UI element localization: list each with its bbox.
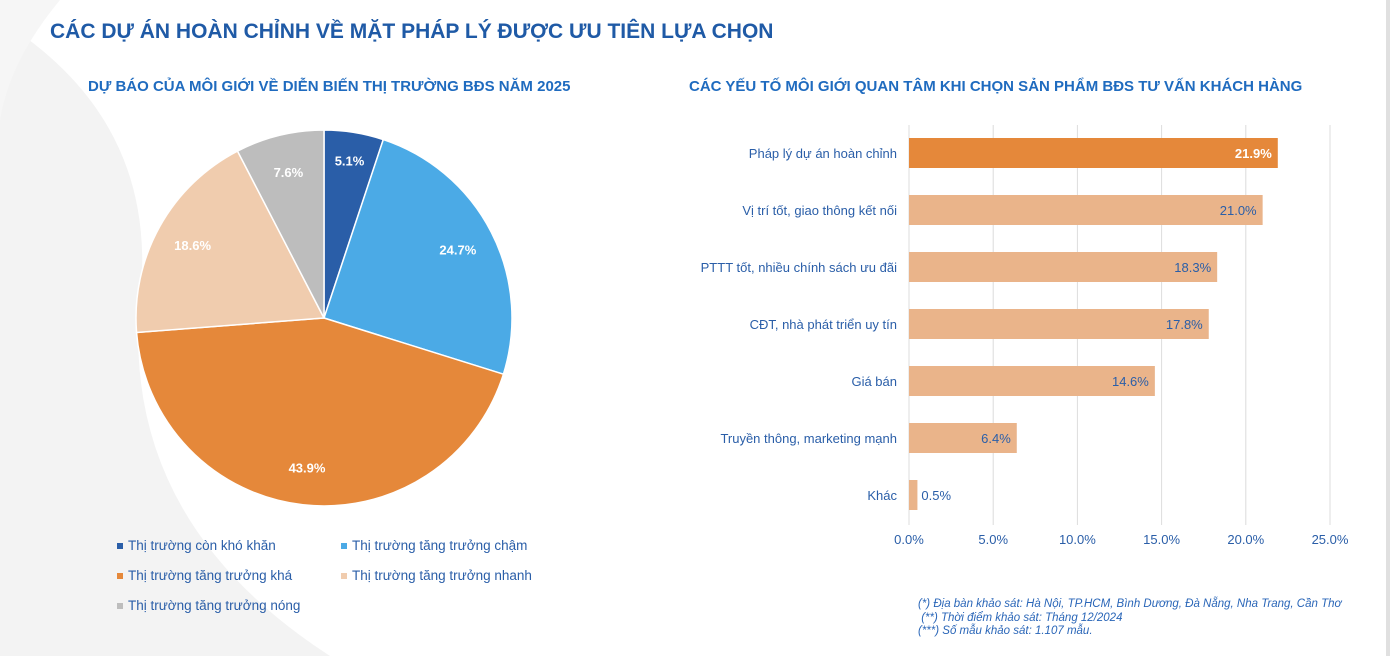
- x-tick-label: 5.0%: [978, 532, 1008, 547]
- legend-label: Thị trường tăng trưởng chậm: [352, 538, 528, 553]
- bar: [909, 195, 1263, 225]
- pie-slice: [323, 138, 513, 376]
- legend-item: Thị trường tăng trưởng chậm: [341, 538, 527, 553]
- scrollbar[interactable]: [1386, 0, 1390, 656]
- legend-swatch: [117, 572, 123, 579]
- category-label: Vị trí tốt, giao thông kết nối: [742, 203, 897, 218]
- bar: [909, 480, 918, 510]
- legend-item: Thị trường tăng trưởng khá: [117, 568, 292, 583]
- legend-swatch: [117, 602, 123, 609]
- legend-swatch: [117, 542, 123, 549]
- x-tick-label: 0.0%: [894, 532, 924, 547]
- pie-data-label: 5.1%: [335, 153, 365, 168]
- x-tick-label: 10.0%: [1059, 532, 1096, 547]
- pie-data-label: 24.7%: [439, 242, 476, 257]
- bar-value-label: 18.3%: [1174, 260, 1211, 275]
- legend-label: Thị trường còn khó khăn: [128, 538, 276, 553]
- legend-item: Thị trường còn khó khăn: [117, 538, 276, 553]
- bar-value-label: 6.4%: [981, 431, 1011, 446]
- bar: [909, 366, 1155, 396]
- category-label: CĐT, nhà phát triển uy tín: [750, 317, 897, 332]
- x-tick-label: 20.0%: [1227, 532, 1264, 547]
- note-location: (*) Địa bàn khảo sát: Hà Nội, TP.HCM, Bì…: [918, 598, 1342, 610]
- bar: [909, 138, 1278, 168]
- background-decoration: [0, 0, 330, 656]
- bar: [909, 423, 1017, 453]
- bar: [909, 252, 1218, 282]
- legend-label: Thị trường tăng trưởng khá: [128, 568, 293, 583]
- legend-label: Thị trường tăng trưởng nóng: [128, 598, 301, 613]
- bar-value-label: 14.6%: [1112, 374, 1149, 389]
- pie-slice: [236, 129, 325, 319]
- page-title: CÁC DỰ ÁN HOÀN CHỈNH VỀ MẶT PHÁP LÝ ĐƯỢC…: [50, 20, 774, 43]
- legend-item: Thị trường tăng trưởng nóng: [117, 598, 300, 613]
- pie-slice: [135, 150, 326, 334]
- pie-chart: 5.1% 24.7% 43.9% 18.6% 7.6%: [135, 129, 513, 507]
- bar-chart: 0.0% 5.0% 10.0% 15.0% 20.0% 25.0% Pháp lý dự á…: [701, 125, 1349, 547]
- note-sample: (***) Số mẫu khảo sát: 1.107 mẫu.: [918, 625, 1093, 637]
- category-label: Pháp lý dự án hoàn chỉnh: [749, 146, 897, 161]
- category-label: PTTT tốt, nhiều chính sách ưu đãi: [701, 260, 897, 275]
- category-label: Giá bán: [851, 374, 897, 389]
- legend-item: Thị trường tăng trưởng nhanh: [341, 568, 532, 583]
- note-time: (**) Thời điểm khảo sát: Tháng 12/2024: [918, 611, 1123, 624]
- bar-value-label: 21.9%: [1235, 146, 1272, 161]
- bar-chart-title: CÁC YẾU TỐ MÔI GIỚI QUAN TÂM KHI CHỌN SẢ…: [689, 78, 1303, 95]
- pie-data-label: 43.9%: [289, 460, 326, 475]
- legend-label: Thị trường tăng trưởng nhanh: [352, 568, 532, 583]
- category-label: Khác: [867, 488, 897, 503]
- pie-slice: [135, 317, 505, 507]
- bar: [909, 309, 1209, 339]
- x-tick-label: 15.0%: [1143, 532, 1180, 547]
- pie-data-label: 7.6%: [274, 165, 304, 180]
- bar-value-label: 0.5%: [921, 488, 951, 503]
- x-tick-label: 25.0%: [1312, 532, 1349, 547]
- legend-swatch: [341, 572, 347, 579]
- pie-data-label: 18.6%: [174, 238, 211, 253]
- survey-notes: (*) Địa bàn khảo sát: Hà Nội, TP.HCM, Bì…: [918, 598, 1341, 639]
- bar-value-label: 21.0%: [1220, 203, 1257, 218]
- legend-swatch: [341, 542, 347, 549]
- pie-chart-title: DỰ BÁO CỦA MÔI GIỚI VỀ DIỄN BIẾN THỊ TRƯ…: [88, 78, 571, 95]
- bar-value-label: 17.8%: [1166, 317, 1203, 332]
- category-label: Truyền thông, marketing mạnh: [720, 431, 897, 446]
